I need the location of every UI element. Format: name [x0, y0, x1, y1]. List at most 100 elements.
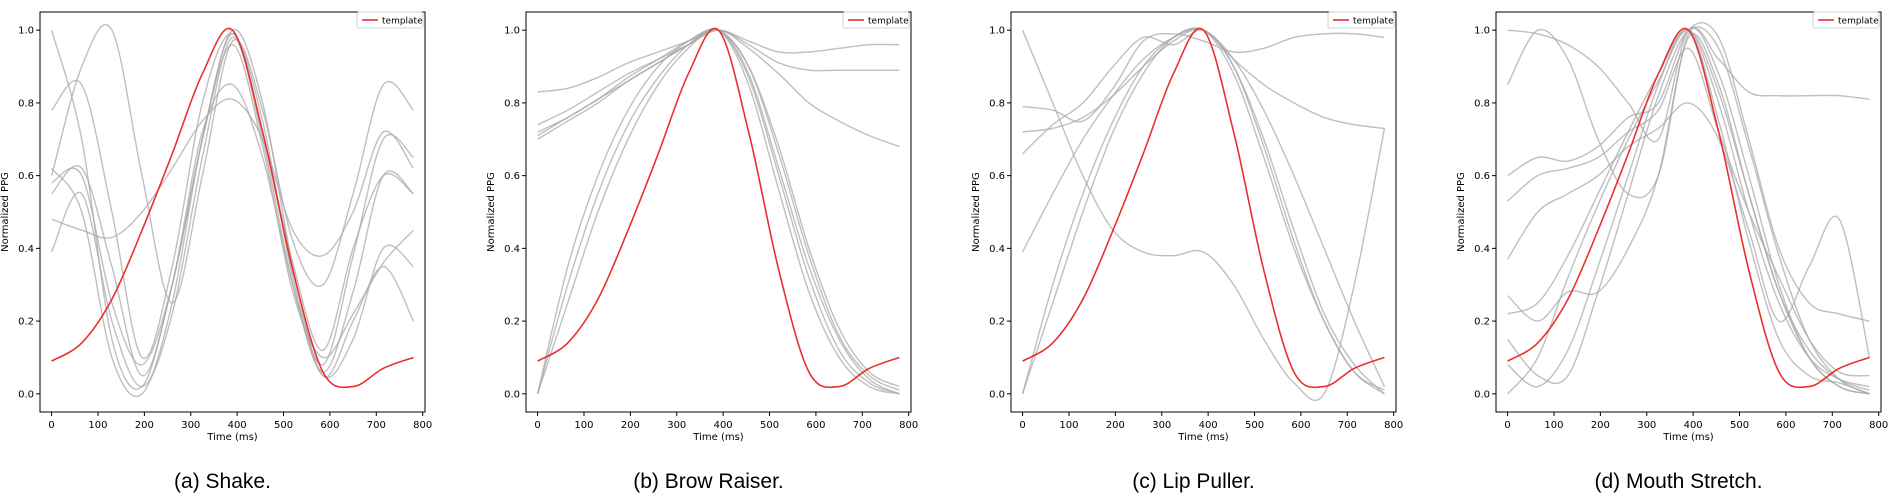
sample-series-line-7 [1507, 26, 1870, 395]
y-tick-label: 0.8 [504, 98, 520, 109]
y-tick-label: 0.4 [1474, 244, 1490, 255]
x-tick-label: 300 [667, 420, 686, 431]
sample-series-line-2 [1506, 27, 1870, 199]
x-tick-label: 300 [181, 420, 200, 431]
x-tick-label: 0 [1019, 420, 1025, 431]
legend-box [356, 11, 424, 29]
sample-series-line-1 [537, 29, 900, 93]
x-tick-label: 100 [1059, 420, 1078, 431]
panel-caption: (c) Lip Puller. [1132, 470, 1255, 493]
x-tick-label: 600 [320, 420, 339, 431]
chart-panel-1: 0 100 200 300 400 500 600 700 800 0.0 0.2 0.4 0.6 0.8… [0, 11, 432, 493]
panel-caption: (b) Brow Raiser. [633, 470, 784, 493]
x-tick-label: 100 [574, 420, 593, 431]
sample-series-line-4 [1507, 47, 1870, 377]
y-tick-label: 0.2 [989, 317, 1005, 328]
x-tick-label: 200 [621, 420, 640, 431]
sample-series-line-8 [51, 33, 414, 366]
x-tick-label: 700 [853, 420, 872, 431]
x-axis-label: Time (ms) [692, 432, 744, 443]
legend-label: template [1353, 17, 1394, 27]
plot-frame [525, 11, 912, 413]
plot-frame [1495, 11, 1882, 413]
y-axis-label: Normalized PPG [1456, 172, 1467, 252]
y-tick-label: 0.0 [504, 389, 520, 400]
template-series-line [1022, 27, 1385, 389]
x-tick-label: 200 [1591, 420, 1610, 431]
y-axis-label: Normalized PPG [486, 172, 497, 252]
x-tick-label: 500 [1730, 420, 1749, 431]
y-tick-label: 0.8 [989, 98, 1005, 109]
sample-series-line-1 [1021, 29, 1386, 401]
y-tick-label: 0.2 [1474, 317, 1490, 328]
x-tick-label: 600 [806, 420, 825, 431]
y-axis-label: Normalized PPG [0, 172, 11, 252]
template-series-line [1507, 27, 1870, 389]
template-series-line [51, 27, 414, 389]
y-tick-label: 0.4 [989, 244, 1005, 255]
y-tick-label: 0.0 [989, 389, 1005, 400]
x-tick-label: 400 [228, 420, 247, 431]
y-tick-label: 1.0 [989, 26, 1005, 37]
sample-series-line-3 [1022, 29, 1385, 155]
series-group [536, 27, 900, 395]
x-tick-label: 800 [899, 420, 918, 431]
x-tick-label: 300 [1637, 420, 1656, 431]
chart-panel-3: 0 100 200 300 400 500 600 700 800 0.0 0.2 0.4 0.6 0.8… [971, 11, 1403, 493]
sample-series-line-6 [1507, 33, 1870, 391]
sample-series-line-3 [50, 23, 414, 304]
y-tick-label: 1.0 [504, 26, 520, 37]
x-tick-label: 0 [48, 420, 54, 431]
x-tick-label: 500 [1245, 420, 1264, 431]
legend-box [1327, 11, 1395, 29]
series-group [50, 23, 415, 397]
x-tick-label: 600 [1776, 420, 1795, 431]
legend-label: template [1838, 17, 1879, 27]
sample-series-line-2 [1022, 32, 1385, 123]
sample-series-line-9 [1507, 29, 1870, 395]
y-tick-label: 0.6 [18, 171, 34, 182]
x-axis-label: Time (ms) [206, 432, 258, 443]
panel-caption: (d) Mouth Stretch. [1594, 470, 1762, 493]
x-tick-label: 800 [1384, 420, 1403, 431]
x-tick-label: 800 [413, 420, 432, 431]
sample-series-line-2 [51, 33, 414, 366]
sample-series-line-2 [537, 29, 900, 126]
x-tick-label: 0 [534, 420, 540, 431]
y-tick-label: 0.2 [504, 317, 520, 328]
sample-series-line-7 [51, 44, 414, 397]
legend-box [842, 11, 910, 29]
sample-series-line-6 [50, 36, 414, 388]
series-group [1506, 22, 1871, 395]
chart-panel-2: 0 100 200 300 400 500 600 700 800 0.0 0.2 0.4 0.6 0.8… [486, 11, 918, 493]
x-tick-label: 700 [1823, 420, 1842, 431]
x-tick-label: 700 [367, 420, 386, 431]
legend-box [1812, 11, 1880, 29]
template-series-line [537, 27, 900, 389]
x-tick-label: 700 [1338, 420, 1357, 431]
x-tick-label: 600 [1291, 420, 1310, 431]
y-tick-label: 1.0 [18, 26, 34, 37]
sample-series-line-7 [1022, 28, 1385, 391]
sample-series-line-1 [1507, 27, 1870, 395]
legend-label: template [382, 17, 423, 27]
plot-frame [1010, 11, 1397, 413]
x-tick-label: 400 [714, 420, 733, 431]
x-tick-label: 100 [1544, 420, 1563, 431]
y-tick-label: 0.8 [18, 98, 34, 109]
x-tick-label: 500 [274, 420, 293, 431]
x-axis-label: Time (ms) [1662, 432, 1714, 443]
legend-label: template [868, 17, 909, 27]
x-tick-label: 200 [135, 420, 154, 431]
y-tick-label: 0.4 [18, 244, 34, 255]
y-tick-label: 0.0 [18, 389, 34, 400]
y-tick-label: 0.6 [1474, 171, 1490, 182]
x-tick-label: 0 [1504, 420, 1510, 431]
x-axis-label: Time (ms) [1177, 432, 1229, 443]
y-tick-label: 0.8 [1474, 98, 1490, 109]
plot-frame [39, 11, 426, 413]
x-tick-label: 200 [1106, 420, 1125, 431]
x-tick-label: 300 [1152, 420, 1171, 431]
y-tick-label: 0.6 [989, 171, 1005, 182]
sample-series-line-10 [1507, 28, 1870, 395]
